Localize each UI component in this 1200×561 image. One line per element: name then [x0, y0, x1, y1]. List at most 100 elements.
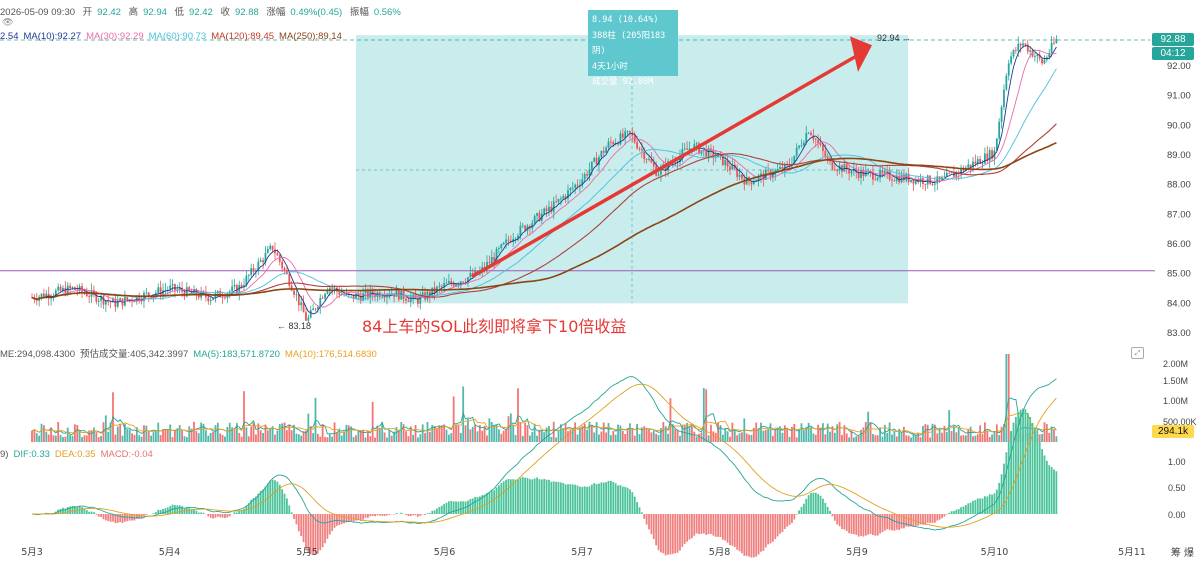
macd-bar: [743, 514, 746, 556]
candle-body: [57, 286, 60, 291]
macd-bar: [881, 514, 884, 533]
candle-body: [107, 300, 110, 302]
macd-bar: [752, 514, 755, 558]
macd-bar: [405, 514, 407, 515]
candle-body: [355, 293, 357, 299]
candle-body: [209, 299, 212, 302]
volume-bar: [445, 429, 448, 442]
volume-bar: [793, 423, 796, 442]
macd-bar: [1048, 465, 1051, 514]
macd-bar: [233, 512, 236, 514]
volume-bar: [621, 430, 624, 442]
macd-bar: [972, 500, 974, 514]
volume-bar: [1045, 424, 1048, 442]
volume-bar: [383, 432, 386, 442]
volume-bar: [238, 432, 241, 442]
macd-bar: [764, 514, 767, 548]
macd-bar: [998, 482, 1001, 514]
candle-body: [593, 158, 596, 162]
macd-bar: [62, 507, 64, 514]
amp-value: 0.56%: [373, 7, 401, 18]
volume-bar: [671, 424, 674, 442]
volume-bar: [924, 424, 927, 442]
volume-bar: [443, 424, 446, 442]
candle-body: [841, 165, 843, 172]
macd-bar: [760, 514, 762, 552]
candle-body: [445, 282, 448, 284]
macd-bar: [66, 507, 69, 514]
candle-body: [88, 296, 91, 297]
macd-bar: [1000, 474, 1003, 514]
volume-bar: [633, 435, 636, 442]
candle-body: [264, 253, 267, 263]
macd-bar: [667, 514, 669, 555]
candle-body: [779, 166, 781, 170]
macd-bar: [278, 484, 281, 514]
volume-bar: [405, 431, 407, 442]
macd-bar: [326, 514, 329, 539]
macd-bar: [533, 478, 536, 514]
macd-tick-1: 0.50: [1168, 483, 1186, 493]
macd-bar: [81, 507, 83, 514]
x-tick-4: 5月7: [571, 547, 593, 558]
macd-bar: [798, 510, 800, 514]
candle-body: [738, 174, 741, 177]
candle-body: [941, 177, 943, 180]
volume-bar: [548, 426, 550, 442]
ma-line-250: [31, 142, 1057, 301]
volume-bar: [712, 431, 715, 442]
volume-bar: [64, 436, 67, 442]
macd-bar: [941, 514, 943, 519]
candle-body: [807, 132, 810, 134]
visibility-icon[interactable]: 👁: [2, 18, 14, 28]
volume-bar: [95, 432, 98, 442]
candle-body: [741, 174, 743, 179]
macd-bar: [917, 514, 920, 526]
candle-body: [1010, 56, 1013, 64]
candle-body: [907, 173, 910, 182]
macd-bar: [528, 479, 531, 514]
candle-body: [845, 164, 848, 170]
macd-bar: [364, 514, 367, 518]
volume-bar: [602, 422, 605, 442]
macd-bar: [814, 492, 817, 514]
volume-bar: [883, 424, 886, 442]
candle-body: [112, 298, 114, 303]
macd-bar: [781, 514, 784, 532]
volume-bar: [255, 434, 257, 442]
volume-bar: [926, 424, 929, 442]
macd-bar: [159, 509, 162, 514]
macd-bar: [543, 478, 546, 514]
volume-bar: [269, 427, 272, 442]
macd-bar: [162, 508, 164, 514]
volume-legend: ME:294,098.4300 预估成交量:405,342.3997 MA(5):1…: [0, 346, 382, 360]
volume-bar: [109, 422, 112, 442]
candle-body: [421, 292, 424, 296]
macd-bar: [102, 514, 105, 520]
volume-bar: [490, 422, 493, 442]
corner-tools[interactable]: 筹 爆: [1170, 548, 1194, 559]
macd-bar: [586, 486, 588, 514]
volume-bar: [219, 433, 222, 442]
volume-bar: [486, 435, 488, 442]
candle-body: [221, 297, 224, 299]
volume-bar: [1003, 423, 1005, 442]
candle-body: [295, 294, 298, 296]
volume-bar: [138, 435, 141, 442]
macd-bar: [383, 514, 386, 517]
candle-body: [328, 287, 331, 290]
macd-bar: [531, 479, 534, 514]
volume-bar: [240, 436, 243, 442]
candle-body: [290, 285, 293, 291]
macd-bar: [860, 514, 862, 536]
candle-body: [543, 208, 546, 214]
candle-body: [910, 179, 912, 182]
volume-bar: [426, 421, 429, 442]
candle-body: [169, 285, 172, 290]
volume-bar: [400, 422, 403, 442]
volume-bar: [207, 435, 210, 442]
macd-bar: [316, 514, 319, 554]
expand-icon[interactable]: ⤢: [1131, 347, 1144, 359]
candle-body: [664, 164, 667, 171]
candle-body: [364, 290, 367, 294]
